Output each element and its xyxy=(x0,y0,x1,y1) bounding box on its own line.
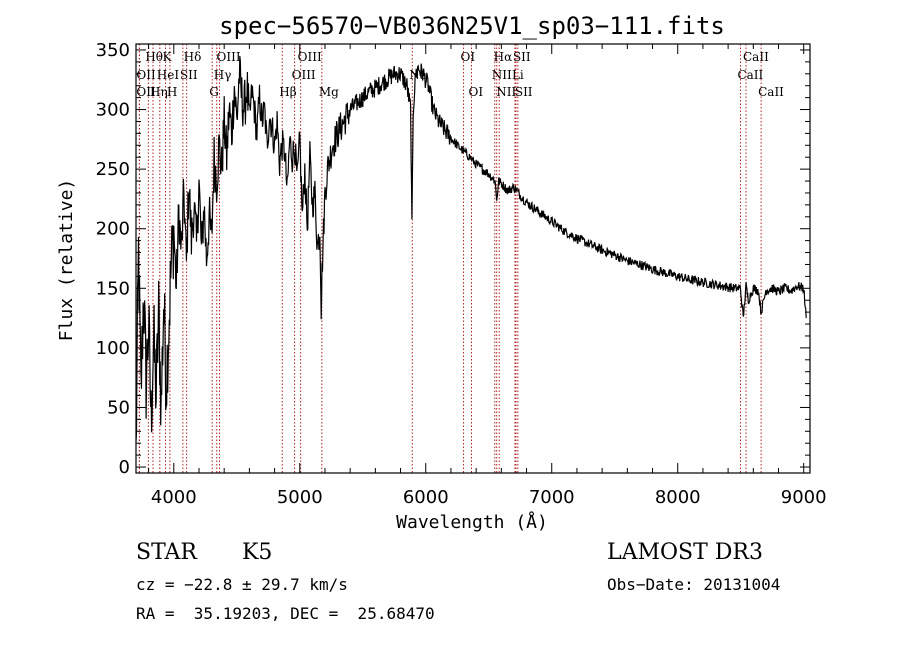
line-marker-label: SII xyxy=(513,50,531,64)
line-marker-label: OIII xyxy=(292,68,316,82)
line-markers xyxy=(138,44,762,473)
line-marker-label: K xyxy=(162,50,172,64)
line-marker-label: G xyxy=(209,85,219,99)
y-tick-label: 100 xyxy=(96,338,130,359)
line-marker-label: CaII xyxy=(737,68,763,82)
line-marker-label: OI xyxy=(468,85,483,99)
x-tick-label: 9000 xyxy=(781,487,827,508)
y-tick-label: 50 xyxy=(107,397,130,418)
line-marker-label: SII xyxy=(515,85,533,99)
redshift-velocity: cz = −22.8 ± 29.7 km/s xyxy=(136,575,348,594)
x-axis-label: Wavelength (Å) xyxy=(396,511,548,533)
y-tick-label: 250 xyxy=(96,159,130,180)
line-marker-label: Li xyxy=(512,68,524,82)
observation-date: Obs−Date: 20131004 xyxy=(607,575,781,594)
line-marker-label: HeI xyxy=(157,68,180,82)
line-marker-label: H xyxy=(167,85,177,99)
x-tick-label: 8000 xyxy=(655,487,701,508)
line-marker-label: NII xyxy=(496,85,516,99)
line-marker-label: NII xyxy=(492,68,512,82)
line-marker-label: Hδ xyxy=(184,50,202,64)
x-tick-label: 4000 xyxy=(151,487,197,508)
object-subclass: K5 xyxy=(242,540,273,565)
line-marker-label: Hθ xyxy=(145,50,163,64)
plot-frame xyxy=(135,43,811,474)
line-marker-label: Hβ xyxy=(279,85,296,99)
y-tick-label: 200 xyxy=(96,219,130,240)
line-marker-label: CaII xyxy=(743,50,769,64)
line-marker-label: OI xyxy=(461,50,476,64)
line-marker-label: Mg xyxy=(319,85,339,99)
survey-name: LAMOST DR3 xyxy=(607,540,763,565)
line-marker-label: OIII xyxy=(217,50,241,64)
line-marker-label: CaII xyxy=(758,85,784,99)
y-axis-label: Flux (relative) xyxy=(56,179,77,342)
x-axis-ticks: 4000 5000 6000 7000 8000 9000 xyxy=(148,44,827,508)
y-tick-label: 300 xyxy=(96,100,130,121)
line-marker-label: Hγ xyxy=(214,68,232,82)
x-tick-label: 5000 xyxy=(277,487,323,508)
coordinates: RA = 35.19203, DEC = 25.68470 xyxy=(136,604,435,623)
y-axis-ticks: 0 50 100 150 200 250 300 350 xyxy=(96,40,810,478)
line-marker-label: OII xyxy=(136,85,156,99)
x-tick-label: 6000 xyxy=(403,487,449,508)
x-tick-label: 7000 xyxy=(529,487,575,508)
y-tick-label: 350 xyxy=(96,40,130,61)
line-marker-label: OIII xyxy=(298,50,322,64)
y-tick-label: 150 xyxy=(96,278,130,299)
line-marker-label: OII xyxy=(136,68,156,82)
chart-title: spec−56570−VB036N25V1_sp03−111.fits xyxy=(219,12,725,40)
spectrum-series-line xyxy=(135,55,807,442)
y-tick-label: 0 xyxy=(119,457,130,478)
line-marker-label: SII xyxy=(180,68,198,82)
line-marker-label: Hη xyxy=(150,85,168,99)
line-marker-label: Hα xyxy=(494,50,513,64)
object-class: STAR xyxy=(136,540,197,565)
